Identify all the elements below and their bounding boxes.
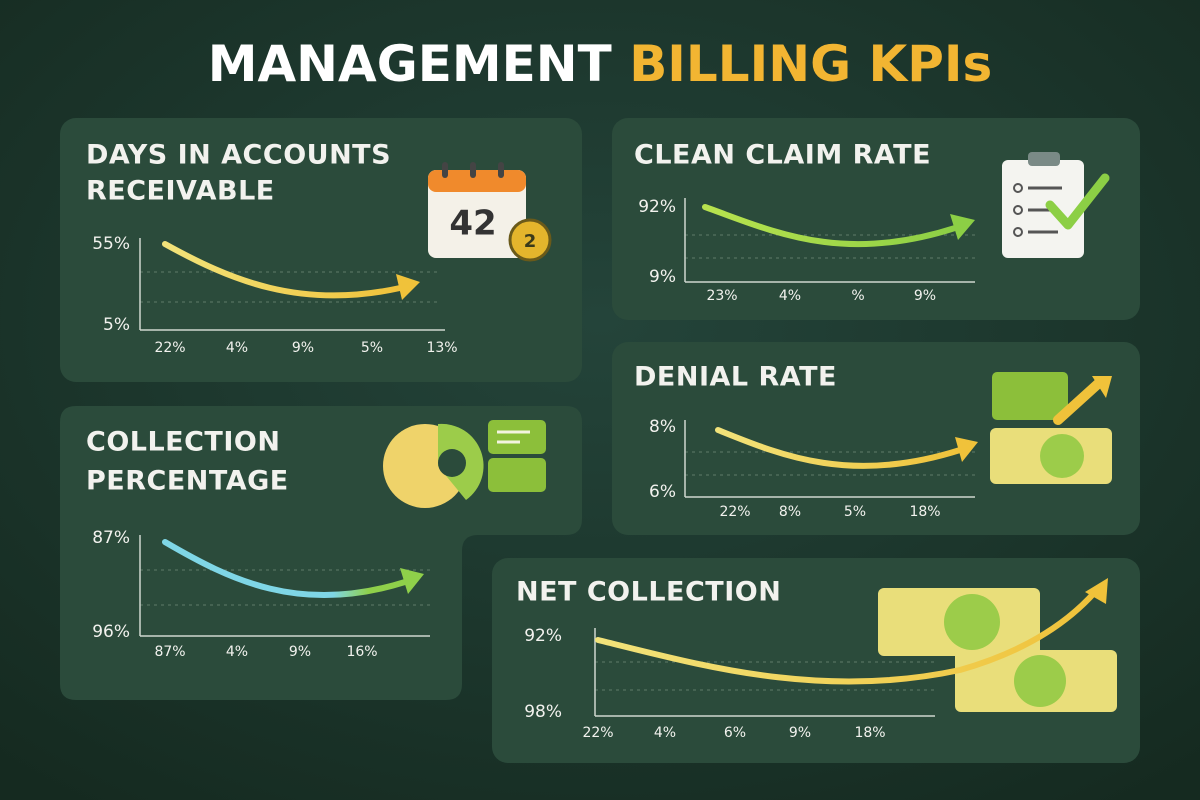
decoration bbox=[1092, 376, 1112, 398]
decoration bbox=[1013, 205, 1023, 215]
icon-badge: 2 bbox=[524, 231, 537, 252]
x-label: 18% bbox=[854, 725, 885, 741]
panel-title: RECEIVABLE bbox=[86, 176, 275, 207]
x-label: 22% bbox=[719, 504, 750, 520]
y-label: 55% bbox=[92, 234, 130, 254]
x-label: 18% bbox=[909, 504, 940, 520]
x-label: 4% bbox=[226, 644, 248, 660]
trend-curve bbox=[702, 204, 958, 248]
trend-curve bbox=[162, 241, 403, 299]
page-title: MANAGEMENT BILLING KPIs bbox=[208, 35, 993, 93]
panel-title: PERCENTAGE bbox=[86, 466, 289, 497]
arrow-head bbox=[955, 437, 978, 462]
y-label: 5% bbox=[103, 315, 130, 335]
arrow-head bbox=[400, 568, 424, 594]
calendar-icon: 42 2 bbox=[428, 162, 552, 262]
arrow-head bbox=[950, 214, 975, 240]
x-label: 16% bbox=[346, 644, 377, 660]
title-part: MANAGEMENT bbox=[208, 35, 612, 93]
decoration bbox=[1045, 173, 1110, 230]
x-label: 87% bbox=[154, 644, 185, 660]
y-label: 6% bbox=[649, 482, 676, 502]
x-label: 9% bbox=[292, 340, 314, 356]
decoration bbox=[992, 372, 1068, 420]
x-label: 9% bbox=[914, 288, 936, 304]
decoration bbox=[1028, 152, 1060, 166]
decoration bbox=[498, 162, 504, 178]
x-label: 13% bbox=[426, 340, 457, 356]
x-label: 22% bbox=[154, 340, 185, 356]
x-label: 9% bbox=[289, 644, 311, 660]
decoration bbox=[1013, 183, 1023, 193]
decoration bbox=[488, 458, 546, 492]
decoration bbox=[508, 218, 552, 262]
decoration bbox=[944, 594, 1000, 650]
y-label: 8% bbox=[649, 417, 676, 437]
y-label: 92% bbox=[638, 197, 676, 217]
x-label: 5% bbox=[361, 340, 383, 356]
decoration bbox=[1053, 377, 1105, 425]
decoration bbox=[1014, 655, 1066, 707]
trend-curve bbox=[715, 427, 963, 469]
pie-icon bbox=[383, 420, 546, 508]
decoration bbox=[442, 162, 448, 178]
decoration bbox=[470, 162, 476, 178]
trend-curve bbox=[595, 589, 1098, 685]
y-label: 87% bbox=[92, 528, 130, 548]
x-label: % bbox=[851, 288, 864, 304]
arrow-head bbox=[1085, 578, 1108, 604]
x-label: 4% bbox=[654, 725, 676, 741]
x-label: 9% bbox=[789, 725, 811, 741]
panel-title: NET COLLECTION bbox=[516, 577, 781, 608]
y-label: 92% bbox=[524, 626, 562, 646]
x-label: 23% bbox=[706, 288, 737, 304]
panel-title: CLEAN CLAIM RATE bbox=[634, 140, 931, 171]
x-label: 22% bbox=[582, 725, 613, 741]
y-label: 96% bbox=[92, 622, 130, 642]
decoration bbox=[1013, 227, 1023, 237]
decoration bbox=[438, 449, 466, 477]
icon-number: 42 bbox=[449, 204, 496, 244]
y-label: 98% bbox=[524, 702, 562, 722]
x-label: 4% bbox=[779, 288, 801, 304]
panel-title: DENIAL RATE bbox=[634, 362, 837, 393]
x-label: 8% bbox=[779, 504, 801, 520]
x-label: 6% bbox=[724, 725, 746, 741]
panel-title: COLLECTION bbox=[86, 427, 280, 458]
money-icon bbox=[878, 588, 1117, 712]
x-label: 4% bbox=[226, 340, 248, 356]
trend-curve bbox=[162, 539, 408, 599]
clipboard-icon bbox=[1002, 152, 1110, 258]
decoration bbox=[488, 420, 546, 454]
decoration bbox=[612, 35, 629, 93]
money-icon bbox=[990, 372, 1112, 484]
panel-title: DAYS IN ACCOUNTS bbox=[86, 140, 391, 171]
y-label: 9% bbox=[649, 267, 676, 287]
decoration bbox=[1040, 434, 1084, 478]
x-label: 5% bbox=[844, 504, 866, 520]
title-part: BILLING KPIs bbox=[629, 35, 992, 93]
arrow-head bbox=[396, 274, 420, 300]
